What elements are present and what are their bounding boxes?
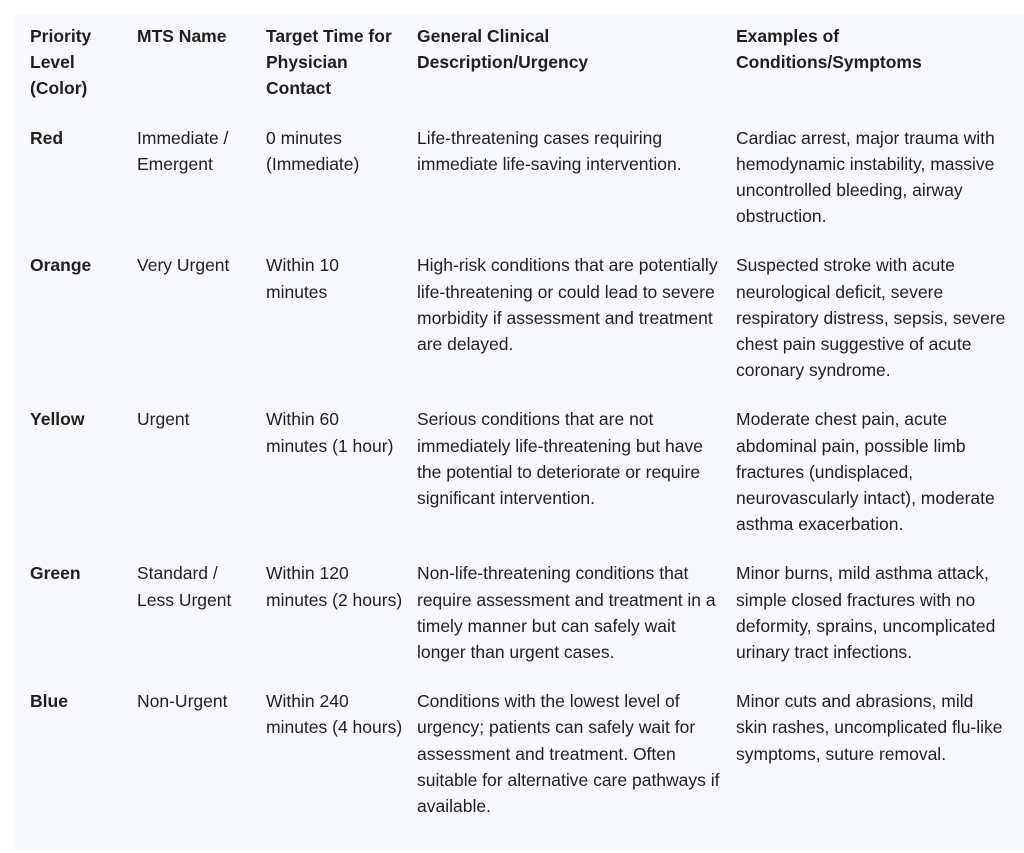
cell-target-time: Within 240 minutes (4 hours) [266,691,403,738]
cell-examples: Minor burns, mild asthma attack, simple … [736,563,996,663]
cell-description: High-risk conditions that are potentiall… [417,255,718,355]
table-header-row: Priority Level (Color) MTS Name Target T… [30,23,1020,125]
cell-target-time: Within 120 minutes (2 hours) [266,563,403,610]
header-priority-level: Priority Level (Color) [30,26,92,99]
table-container [14,14,1024,850]
cell-description: Serious conditions that are not immediat… [417,409,703,509]
table-row: Blue Non-Urgent Within 240 minutes (4 hour… [30,688,1020,842]
header-description: General Clinical Description/Urgency [417,26,589,73]
cell-examples: Minor cuts and abrasions, mild skin rash… [736,691,1003,764]
header-mts-name: MTS Name [137,26,227,46]
table-row: Green Standard / Less Urgent Within 120 mi… [30,560,1020,688]
cell-priority-level: Yellow [30,409,85,430]
cell-examples: Cardiac arrest, major trauma with hemody… [736,127,995,227]
cell-mts-name: Non-Urgent [137,691,228,712]
cell-priority-level: Red [30,127,64,148]
table-row: Orange Very Urgent Within 10 minutes High-r… [30,252,1020,406]
cell-priority-level: Blue [30,691,68,712]
cell-description: Life-threatening cases requiring immedia… [417,127,682,174]
header-target-time: Target Time for Physician Contact [266,26,392,99]
cell-priority-level: Green [30,563,81,584]
table-row: Red Immediate / Emergent 0 minutes (Immedi… [30,125,1020,253]
cell-examples: Suspected stroke with acute neurological… [736,255,1006,381]
cell-description: Non-life-threatening conditions that req… [417,563,716,663]
cell-target-time: 0 minutes (Immediate) [266,127,360,174]
cell-target-time: Within 60 minutes (1 hour) [266,409,394,456]
header-examples: Examples of Conditions/Symptoms [736,26,922,73]
cell-mts-name: Urgent [137,409,190,430]
cell-description: Conditions with the lowest level of urge… [417,691,720,817]
cell-mts-name: Immediate / Emergent [137,127,229,174]
cell-mts-name: Very Urgent [137,255,230,276]
cell-examples: Moderate chest pain, acute abdominal pai… [736,409,995,535]
table-row: Yellow Urgent Within 60 minutes (1 hour) Se… [30,406,1020,560]
cell-mts-name: Standard / Less Urgent [137,563,232,610]
cell-target-time: Within 10 minutes [266,255,339,302]
triage-priority-table: Priority Level (Color) MTS Name Target T… [30,23,1020,842]
cell-priority-level: Orange [30,255,92,276]
